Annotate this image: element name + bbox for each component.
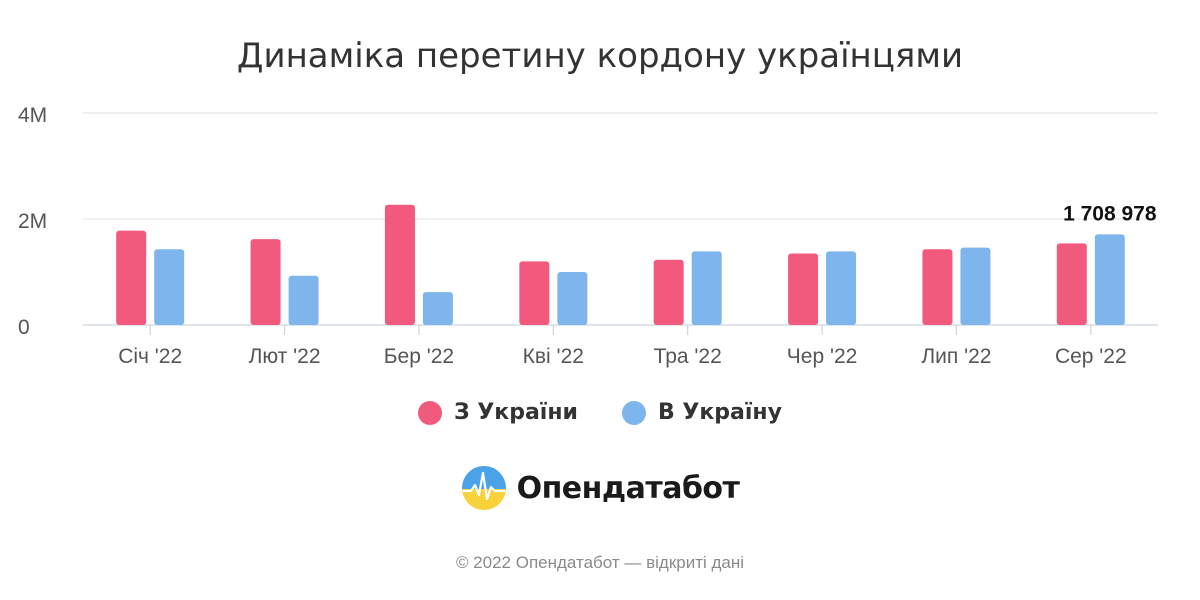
bar-to-ukraine-7 bbox=[1094, 234, 1125, 325]
bar-from-ukraine-3 bbox=[519, 261, 550, 325]
bar-to-ukraine-5 bbox=[826, 251, 857, 325]
brand-name: Опендатабот bbox=[516, 470, 740, 506]
data-label-annotation: 1 708 978 bbox=[1063, 202, 1157, 225]
bar-from-ukraine-7 bbox=[1056, 243, 1087, 325]
chart-legend: З України В Україну bbox=[0, 400, 1200, 425]
x-tick-label: Сер '22 bbox=[1055, 345, 1127, 368]
chart-title: Динаміка перетину кордону українцями bbox=[236, 36, 964, 76]
legend-label-to-ukraine: В Україну bbox=[657, 400, 782, 425]
y-tick-label: 2M bbox=[18, 210, 47, 233]
bar-from-ukraine-1 bbox=[250, 239, 281, 325]
x-tick-label: Тра '22 bbox=[654, 345, 722, 368]
brand-logo[interactable]: Опендатабот bbox=[0, 465, 1200, 511]
x-tick-label: Бер '22 bbox=[384, 345, 454, 368]
y-tick-label: 0 bbox=[18, 316, 30, 339]
legend-label-from-ukraine: З України bbox=[454, 400, 578, 425]
x-tick-label: Січ '22 bbox=[118, 345, 182, 368]
footer-copyright: © 2022 Опендатабот — відкриті дані bbox=[455, 553, 745, 572]
y-tick-label: 4M bbox=[18, 104, 47, 127]
bar-to-ukraine-0 bbox=[154, 249, 185, 325]
legend-marker-to-ukraine bbox=[621, 400, 646, 425]
bar-from-ukraine-2 bbox=[384, 204, 415, 325]
x-tick-label: Лют '22 bbox=[249, 345, 321, 368]
bar-from-ukraine-0 bbox=[116, 230, 147, 325]
bar-to-ukraine-4 bbox=[691, 251, 722, 325]
opendatabot-logo-icon bbox=[461, 466, 506, 510]
x-tick-label: Лип '22 bbox=[921, 345, 991, 368]
bar-from-ukraine-4 bbox=[653, 259, 684, 325]
bar-from-ukraine-6 bbox=[922, 249, 953, 325]
legend-marker-from-ukraine bbox=[418, 400, 443, 425]
legend-item-to-ukraine[interactable]: В Україну bbox=[621, 400, 782, 425]
bar-to-ukraine-1 bbox=[288, 275, 319, 325]
bar-to-ukraine-3 bbox=[557, 272, 588, 325]
x-tick-label: Кві '22 bbox=[523, 345, 584, 368]
legend-item-from-ukraine[interactable]: З України bbox=[418, 400, 578, 425]
bar-to-ukraine-2 bbox=[422, 292, 453, 325]
bar-to-ukraine-6 bbox=[960, 247, 991, 325]
x-tick-label: Чер '22 bbox=[787, 345, 858, 368]
bar-from-ukraine-5 bbox=[788, 253, 819, 325]
